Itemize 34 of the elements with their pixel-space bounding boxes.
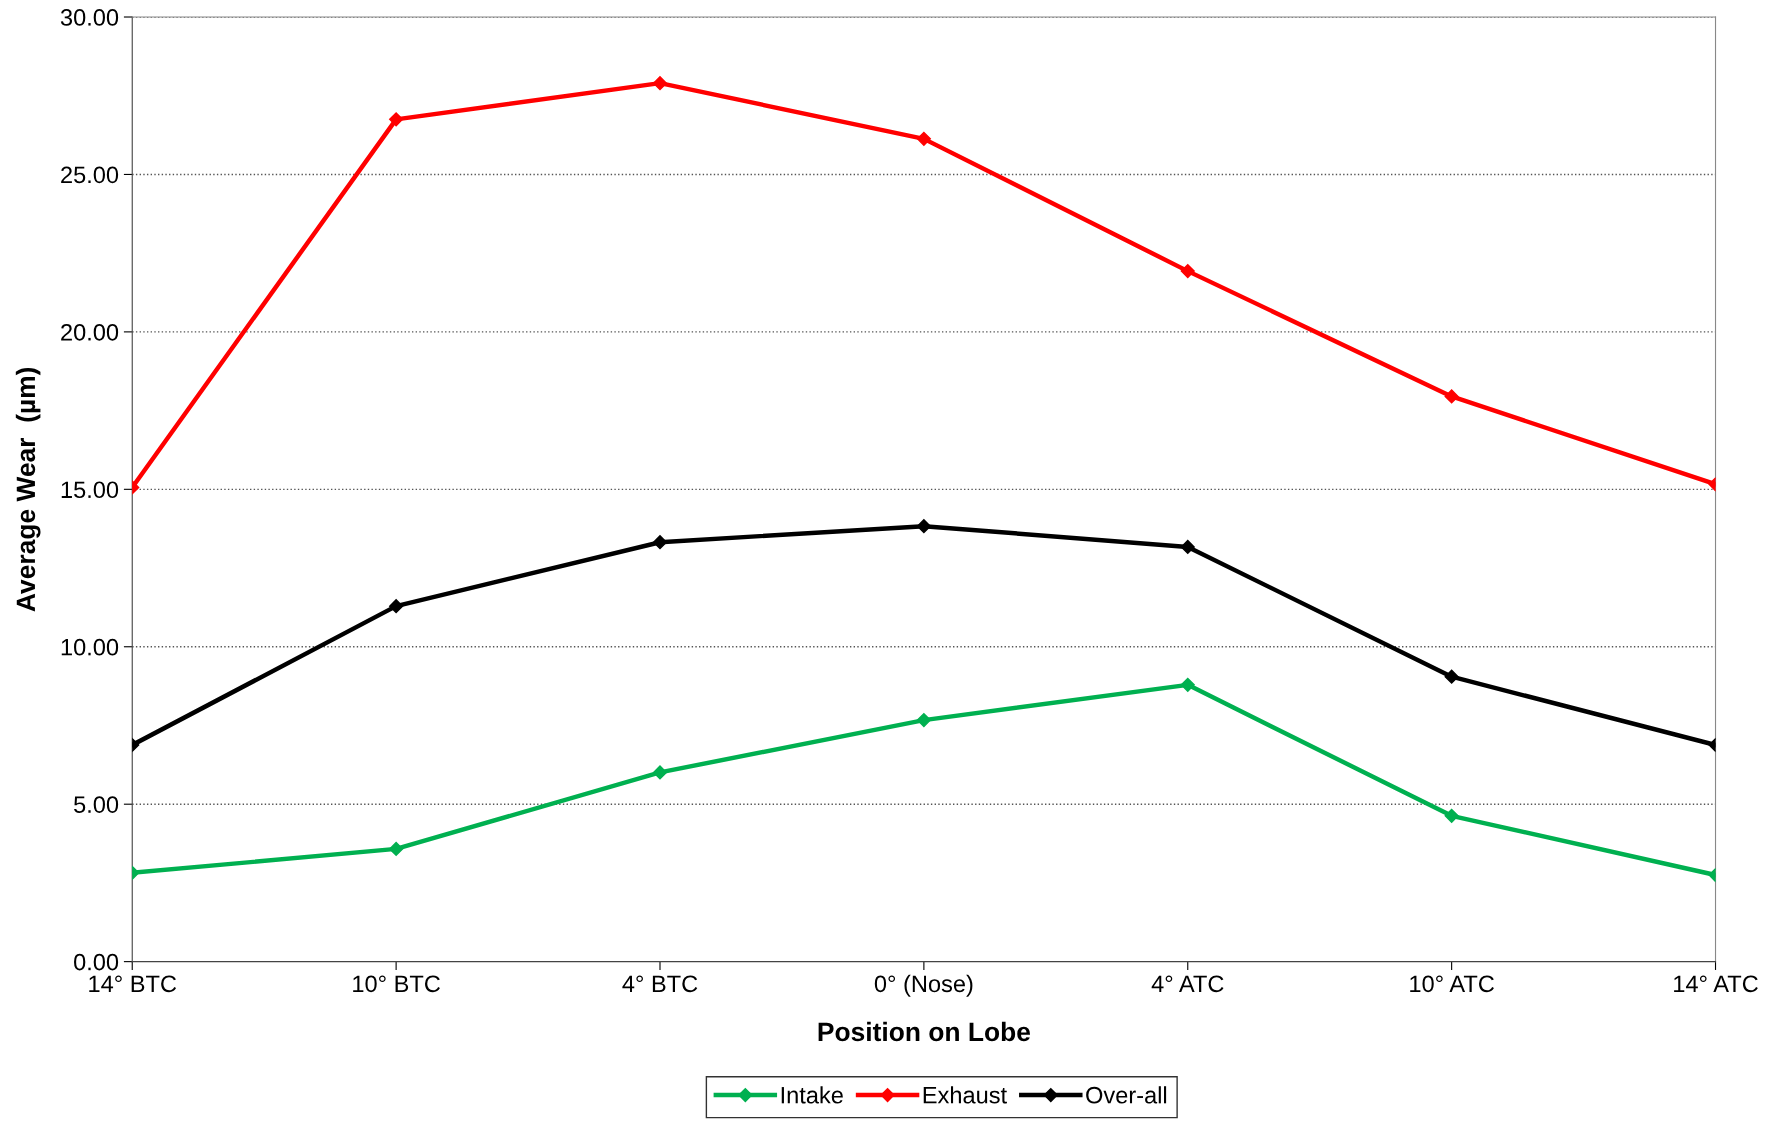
point [916, 519, 931, 534]
point [1180, 264, 1195, 279]
point [916, 713, 931, 728]
point [1180, 677, 1195, 692]
x-axis-title: Position on Lobe [818, 1021, 1030, 1042]
x-tick-label: 14° BTC [89, 975, 177, 993]
y-tick-label: 25.00 [61, 166, 119, 184]
x-tick-label: 0° (Nose) [874, 974, 973, 997]
y-tick-label: 20.00 [61, 323, 119, 341]
x-tick-label: 10° BTC [353, 975, 440, 993]
point [389, 841, 404, 856]
y-tick-label: 10.00 [61, 638, 119, 656]
point [389, 112, 404, 127]
x-tick-label: 4° BTC [622, 975, 698, 993]
y-tick-label: 15.00 [61, 481, 119, 499]
point [1444, 669, 1459, 684]
x-tick-label: 14° ATC [1674, 975, 1758, 993]
legend-label: Over-all [1086, 1086, 1167, 1104]
point [1444, 808, 1459, 823]
x-tick-label: 10° ATC [1410, 975, 1494, 993]
point [1180, 539, 1195, 555]
point [1444, 389, 1459, 404]
x-tick-label: 4° ATC [1151, 975, 1224, 993]
y-tick-label: 5.00 [74, 796, 119, 813]
point [652, 765, 668, 780]
point [916, 131, 931, 146]
y-axis-title: Average Wear (µm) [15, 367, 41, 612]
point [389, 599, 404, 614]
point [652, 76, 668, 91]
legend-label: Intake [781, 1086, 843, 1104]
y-tick-label: 30.00 [60, 9, 119, 26]
y-tick-label: 0.00 [74, 953, 119, 971]
legend-label: Exhaust [923, 1086, 1007, 1104]
point [652, 535, 668, 550]
